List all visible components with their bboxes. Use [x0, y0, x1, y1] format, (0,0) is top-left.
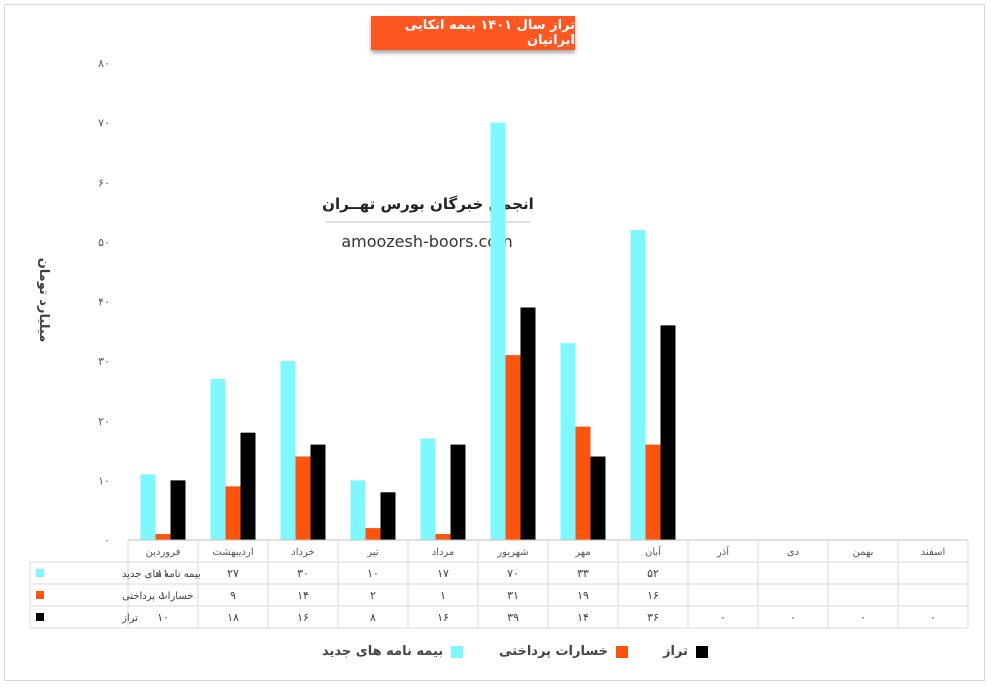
y-tick-label: ۲۰ [98, 415, 110, 428]
x-tick-label: شهریور [496, 547, 528, 558]
table-row-balance-value: ۰ [720, 611, 726, 624]
watermark-site: amoozesh-boors.com [341, 232, 512, 251]
table-row-new-policies-value: ۱۱ [157, 567, 169, 580]
table-row-paid-claims-value: ۱۹ [577, 589, 589, 602]
table-row-paid-claims-value: ۱ [160, 589, 166, 602]
table-row-balance-value: ۰ [860, 611, 866, 624]
table-series-label: خسارات پرداختی [122, 591, 193, 602]
bar-new-policies [420, 438, 436, 540]
bar-balance [660, 325, 676, 540]
table-row-balance-value: ۳۶ [647, 611, 659, 624]
y-axis-label: میلیارد تومان [36, 258, 51, 343]
bar-paid-claims [435, 534, 451, 540]
bar-new-policies [630, 229, 646, 540]
table-legend-key [36, 591, 44, 599]
table-row-new-policies-value: ۱۰ [367, 567, 379, 580]
x-tick-label: مرداد [432, 547, 455, 558]
bar-paid-claims [155, 534, 171, 540]
y-tick-label: ۱۰ [98, 474, 110, 487]
chart-frame [4, 4, 985, 681]
x-tick-label: آذر [716, 545, 730, 558]
table-row-new-policies-value: ۷۰ [507, 567, 519, 580]
legend-swatch-balance [695, 645, 708, 658]
bar-new-policies [280, 361, 296, 540]
y-tick-label: ۳۰ [98, 355, 110, 368]
y-tick-label: ۸۰ [98, 57, 110, 70]
legend-swatch-paid-claims [615, 645, 628, 658]
table-legend-key [36, 613, 44, 621]
bar-paid-claims [295, 456, 311, 540]
legend-label-balance: تراز [663, 644, 688, 659]
table-row-new-policies-value: ۲۷ [227, 567, 239, 580]
table-legend-key [36, 569, 44, 577]
table-row-paid-claims-value: ۱ [440, 589, 446, 602]
table-row-balance-value: ۳۹ [507, 611, 519, 624]
bar-paid-claims [225, 486, 241, 540]
x-tick-label: تیر [366, 547, 379, 558]
legend-swatch-new-policies [451, 645, 464, 658]
bar-balance [450, 444, 466, 540]
table-row-paid-claims-value: ۱۴ [297, 589, 309, 602]
x-tick-label: فروردین [146, 547, 181, 558]
bar-new-policies [350, 480, 366, 540]
table-row-new-policies-value: ۵۲ [647, 567, 659, 580]
x-tick-label: خرداد [291, 547, 314, 558]
table-row-balance-value: ۱۶ [297, 611, 309, 624]
x-tick-label: اردیبهشت [212, 547, 253, 558]
y-tick-label: ۷۰ [98, 117, 110, 130]
legend-item-paid-claims: خسارات پرداختی [499, 644, 628, 659]
y-tick-label: ۶۰ [98, 176, 110, 189]
legend-item-new-policies: بیمه نامه های جدید [322, 644, 464, 659]
x-tick-label: دی [787, 547, 799, 558]
table-row-balance-value: ۱۶ [437, 611, 449, 624]
table-row-new-policies-value: ۳۳ [577, 567, 589, 580]
table-row-balance-value: ۱۸ [227, 611, 239, 624]
table-row-new-policies-value: ۳۰ [297, 567, 309, 580]
x-tick-label: بهمن [853, 547, 874, 558]
bar-paid-claims [505, 355, 521, 540]
table-row-balance-value: ۱۰ [157, 611, 169, 624]
table-row-balance-value: ۰ [930, 611, 936, 624]
bar-balance [520, 307, 536, 540]
y-tick-label: ۴۰ [98, 296, 110, 309]
bar-paid-claims [575, 426, 591, 540]
bar-balance [310, 444, 326, 540]
bar-paid-claims [365, 528, 381, 540]
bar-new-policies [490, 122, 506, 540]
bar-new-policies [140, 474, 156, 540]
table-row-paid-claims-value: ۲ [370, 589, 376, 602]
table-row-balance-value: ۰ [790, 611, 796, 624]
table-row-new-policies-value: ۱۷ [437, 567, 449, 580]
table-row-paid-claims-value: ۳۱ [507, 589, 519, 602]
table-row-balance-value: ۱۴ [577, 611, 589, 624]
chart-title: تراز سال ۱۴۰۱ بیمه اتکایی ایرانیان [404, 18, 575, 48]
bar-balance [240, 432, 256, 540]
table-row-paid-claims-value: ۹ [230, 589, 236, 602]
bar-paid-claims [645, 444, 661, 540]
legend-label-paid-claims: خسارات پرداختی [499, 644, 608, 659]
bar-balance [590, 456, 606, 540]
y-tick-label: ۵۰ [98, 236, 110, 249]
bar-new-policies [560, 343, 576, 540]
table-row-paid-claims-value: ۱۶ [647, 589, 659, 602]
y-tick-label: ۰ [104, 534, 110, 547]
x-tick-label: آبان [645, 545, 662, 558]
bar-balance [170, 480, 186, 540]
x-tick-label: مهر [574, 547, 590, 558]
table-row-balance-value: ۸ [370, 611, 376, 624]
bar-new-policies [210, 379, 226, 540]
watermark-org: انجمن خبرگان بورس تهــران [322, 195, 534, 213]
bar-balance [380, 492, 396, 540]
chart-title-box: تراز سال ۱۴۰۱ بیمه اتکایی ایرانیان [371, 16, 575, 50]
legend-item-balance: تراز [663, 644, 708, 659]
table-series-label: تراز [121, 613, 138, 624]
legend-label-new-policies: بیمه نامه های جدید [322, 644, 444, 659]
x-tick-label: اسفند [921, 547, 945, 558]
table-series-label: بیمه نامه های جدید [122, 569, 201, 580]
